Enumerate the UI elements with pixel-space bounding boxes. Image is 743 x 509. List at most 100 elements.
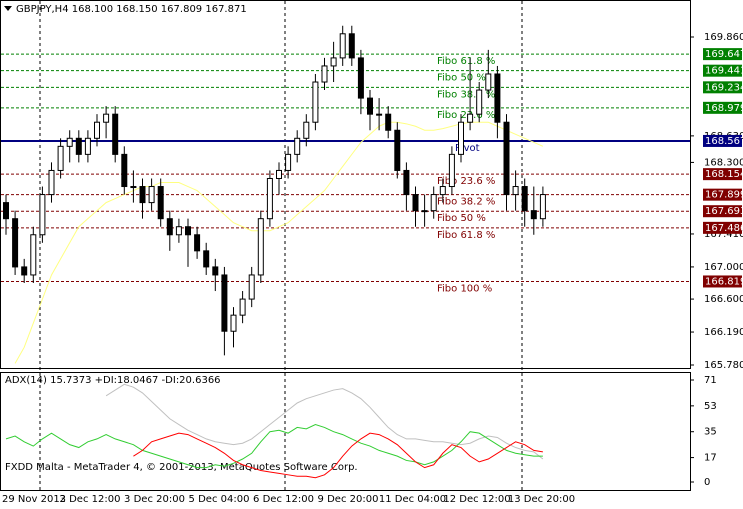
y-tick-label: 167.410: [704, 229, 743, 240]
candle-body: [21, 266, 28, 276]
candle-body: [175, 226, 182, 236]
candle-body: [75, 137, 82, 155]
candle-body: [430, 194, 437, 212]
candle-body: [139, 186, 146, 204]
candle-body: [521, 186, 528, 212]
candle-body: [3, 202, 9, 220]
adx-tick-label: 35: [704, 427, 717, 438]
level-box: [703, 205, 742, 218]
candle-body: [512, 186, 519, 196]
candle-body: [503, 121, 510, 196]
x-label: 9 Dec 20:00: [318, 494, 379, 505]
level-name: Fibo 50 %: [437, 73, 486, 84]
candle-body: [539, 194, 546, 220]
level-name: Fibo 50 %: [437, 213, 486, 224]
y-tick-label: 166.600: [704, 294, 743, 305]
adx-tick-label: 0: [704, 477, 710, 488]
candle-body: [421, 210, 428, 213]
candle-body: [57, 145, 64, 171]
level-box: [703, 275, 742, 288]
level-box: [703, 48, 742, 61]
level-box: [703, 81, 742, 94]
candle-body: [112, 113, 119, 155]
candle-body: [530, 210, 537, 220]
main-pane: [0, 0, 691, 369]
candle-body: [12, 218, 19, 268]
candle-body: [485, 73, 492, 91]
level-name: Fibo 61.8 %: [437, 56, 495, 67]
adx-tick-label: 17: [704, 453, 717, 464]
adx-title: ADX(14) 15.7373 +DI:18.0467 -DI:20.6366: [5, 375, 221, 386]
candle-body: [230, 314, 237, 332]
level-name: Fibo 100 %: [437, 283, 492, 294]
candle-body: [458, 121, 464, 155]
candle-body: [248, 274, 255, 300]
adx-line: [105, 383, 544, 460]
adx-tick-label: 71: [704, 375, 717, 386]
candle-body: [285, 153, 292, 171]
level-price: 169.647: [705, 49, 743, 60]
level-price: 166.819: [705, 276, 743, 287]
candle-body: [412, 194, 419, 212]
level-name: Fibo 23.6 %: [437, 176, 495, 187]
candle-body: [84, 137, 91, 155]
candle-body: [394, 129, 401, 171]
candle-body: [494, 73, 501, 123]
y-tick-label: 168.300: [704, 157, 743, 168]
level-box: [703, 168, 742, 181]
x-label: 6 Dec 12:00: [253, 494, 314, 505]
footer: FXDD Malta - MetaTrader 4, © 2001-2013, …: [5, 462, 358, 473]
level-price: 169.234: [705, 82, 743, 93]
candle-body: [185, 226, 191, 236]
candle-body: [321, 65, 328, 83]
adx-tick-label: 53: [704, 401, 717, 412]
level-price: 169.441: [705, 66, 743, 77]
level-box: [703, 64, 742, 77]
level-price: 168.154: [705, 169, 743, 180]
level-price: 168.567: [705, 136, 743, 147]
level-price: 167.693: [705, 206, 743, 217]
x-label: 13 Dec 20:00: [508, 494, 575, 505]
candle-body: [212, 266, 219, 276]
candle-body: [66, 137, 73, 147]
adx-line: [5, 423, 543, 469]
x-label: 12 Dec 12:00: [443, 494, 510, 505]
y-tick-label: 167.000: [704, 262, 743, 273]
candle-body: [276, 169, 282, 179]
candle-body: [348, 33, 355, 59]
candle-body: [194, 234, 201, 252]
candle-body: [357, 57, 364, 99]
candle-body: [403, 169, 410, 196]
candle-body: [103, 113, 110, 123]
level-name: Pivot: [455, 143, 480, 154]
moving-average: [14, 121, 544, 364]
level-name: Fibo 38.2 %: [437, 89, 495, 100]
x-label: 11 Dec 04:00: [379, 494, 446, 505]
candle-body: [166, 218, 173, 236]
candle-body: [339, 33, 346, 59]
x-label: 29 Nov 2013: [2, 494, 66, 505]
menu-icon[interactable]: [4, 6, 12, 11]
candle-body: [448, 153, 455, 188]
candle-body: [39, 194, 46, 236]
level-name: Fibo 23.6 %: [437, 110, 495, 121]
candle-body: [221, 274, 228, 332]
x-label: 3 Dec 20:00: [124, 494, 185, 505]
candle-body: [239, 298, 246, 316]
level-name: Fibo 61.8 %: [437, 230, 495, 241]
candle-body: [203, 250, 210, 268]
y-tick-label: 166.190: [704, 327, 743, 338]
level-price: 167.486: [705, 223, 743, 234]
x-label: 2 Dec 12:00: [60, 494, 121, 505]
level-price: 168.979: [705, 103, 743, 114]
candle-body: [94, 121, 100, 139]
candle-body: [121, 153, 128, 188]
candle-body: [48, 169, 55, 196]
level-box: [703, 134, 742, 147]
indicator-pane: [0, 372, 691, 491]
x-label: 5 Dec 04:00: [189, 494, 250, 505]
candle-body: [130, 186, 137, 189]
y-tick-label: 169.860: [704, 32, 743, 43]
